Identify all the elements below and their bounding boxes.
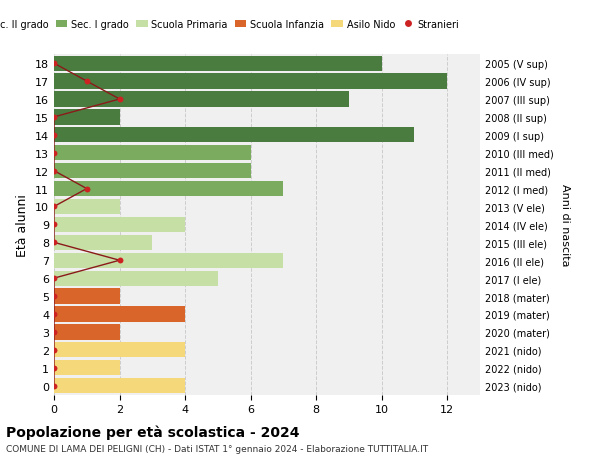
Bar xyxy=(54,289,119,304)
Bar xyxy=(54,307,185,322)
Y-axis label: Anni di nascita: Anni di nascita xyxy=(560,184,570,266)
Point xyxy=(49,382,59,390)
Bar xyxy=(54,146,251,161)
Point xyxy=(49,132,59,139)
Bar xyxy=(54,164,251,179)
Bar xyxy=(54,110,119,125)
Bar xyxy=(54,182,283,197)
Bar xyxy=(54,342,185,358)
Point xyxy=(49,329,59,336)
Point xyxy=(115,257,124,264)
Bar xyxy=(54,199,119,215)
Point xyxy=(82,185,92,193)
Bar xyxy=(54,92,349,107)
Y-axis label: Età alunni: Età alunni xyxy=(16,194,29,256)
Point xyxy=(115,96,124,103)
Bar xyxy=(54,74,447,90)
Point xyxy=(49,168,59,175)
Point xyxy=(49,347,59,354)
Point xyxy=(49,60,59,67)
Bar xyxy=(54,271,218,286)
Bar xyxy=(54,235,152,251)
Point xyxy=(49,364,59,372)
Point xyxy=(49,293,59,300)
Point xyxy=(49,150,59,157)
Point xyxy=(49,275,59,282)
Bar xyxy=(54,325,119,340)
Legend: Sec. II grado, Sec. I grado, Scuola Primaria, Scuola Infanzia, Asilo Nido, Stran: Sec. II grado, Sec. I grado, Scuola Prim… xyxy=(0,16,463,34)
Bar xyxy=(54,360,119,375)
Text: COMUNE DI LAMA DEI PELIGNI (CH) - Dati ISTAT 1° gennaio 2024 - Elaborazione TUTT: COMUNE DI LAMA DEI PELIGNI (CH) - Dati I… xyxy=(6,444,428,453)
Point xyxy=(49,221,59,229)
Bar xyxy=(54,128,415,143)
Bar xyxy=(54,56,382,72)
Point xyxy=(49,203,59,211)
Point xyxy=(49,311,59,318)
Text: Popolazione per età scolastica - 2024: Popolazione per età scolastica - 2024 xyxy=(6,425,299,439)
Point xyxy=(82,78,92,85)
Bar xyxy=(54,253,283,268)
Point xyxy=(49,239,59,246)
Point xyxy=(49,114,59,121)
Bar xyxy=(54,217,185,233)
Bar xyxy=(54,378,185,393)
